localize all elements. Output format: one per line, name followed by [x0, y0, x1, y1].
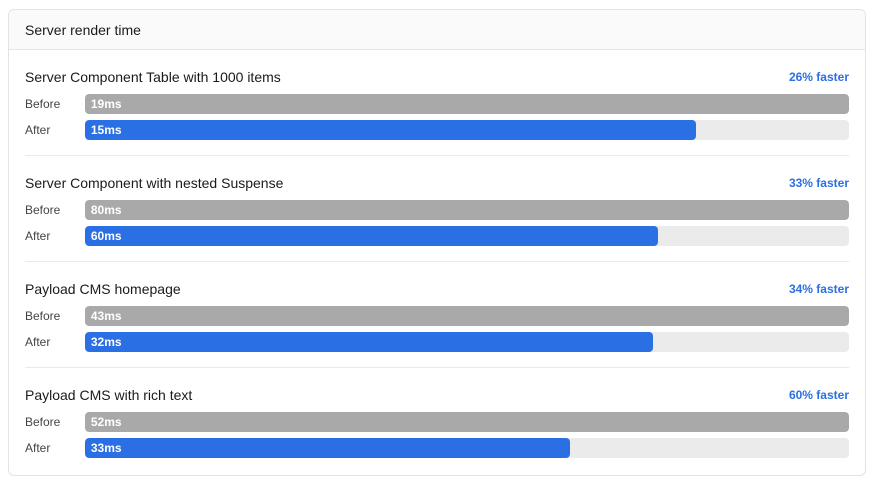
bar-track: 52ms — [84, 412, 849, 432]
benchmark-group: Payload CMS homepage 34% faster Before 43ms… — [25, 262, 849, 368]
after-label: After — [25, 441, 51, 455]
card-title: Server render time — [25, 21, 141, 38]
before-label: Before — [25, 203, 61, 217]
benchmark-header: Server Component Table with 1000 items 26… — [25, 68, 849, 86]
benchmark-header: Server Component with nested Suspense 33%… — [25, 174, 849, 192]
bar-track: 80ms — [84, 200, 849, 220]
bar-track: 60ms — [84, 226, 849, 246]
after-bar-row: After 15ms — [25, 120, 849, 140]
after-bar-row: After 32ms — [25, 332, 849, 352]
after-value-label: 33ms — [90, 441, 122, 455]
before-bar-row: Before 52ms — [25, 412, 849, 432]
bar-track: 43ms — [84, 306, 849, 326]
benchmark-list: Server Component Table with 1000 items 26… — [9, 50, 865, 474]
before-bar: 52ms — [84, 412, 849, 432]
after-label: After — [25, 123, 51, 137]
card-header: Server render time — [9, 10, 865, 50]
before-label: Before — [25, 97, 61, 111]
after-label: After — [25, 229, 51, 243]
after-bar-row: After 60ms — [25, 226, 849, 246]
benchmark-group: Server Component Table with 1000 items 26… — [25, 50, 849, 156]
benchmark-header: Payload CMS with rich text 60% faster — [25, 386, 849, 404]
speedup-label: 26% faster — [788, 70, 849, 84]
after-bar-row: After 33ms — [25, 438, 849, 458]
after-value-label: 60ms — [90, 229, 122, 243]
benchmark-group: Payload CMS with rich text 60% faster Befo… — [25, 368, 849, 474]
before-value-label: 43ms — [90, 309, 122, 323]
bar-track: 19ms — [84, 94, 849, 114]
benchmark-title: Server Component with nested Suspense — [25, 175, 284, 191]
speedup-label: 60% faster — [788, 388, 849, 402]
before-value-label: 52ms — [90, 415, 122, 429]
benchmark-title: Payload CMS with rich text — [25, 387, 193, 403]
after-bar: 60ms — [84, 226, 658, 246]
benchmark-title: Server Component Table with 1000 items — [25, 69, 281, 85]
speedup-label: 34% faster — [788, 282, 849, 296]
before-bar: 43ms — [84, 306, 849, 326]
before-bar: 19ms — [84, 94, 849, 114]
bar-track: 15ms — [84, 120, 849, 140]
speedup-label: 33% faster — [788, 176, 849, 190]
before-label: Before — [25, 415, 61, 429]
before-label: Before — [25, 309, 61, 323]
before-bar-row: Before 19ms — [25, 94, 849, 114]
after-value-label: 32ms — [90, 335, 122, 349]
before-value-label: 19ms — [90, 97, 122, 111]
bar-track: 32ms — [84, 332, 849, 352]
before-bar: 80ms — [84, 200, 849, 220]
benchmark-title: Payload CMS homepage — [25, 281, 181, 297]
after-value-label: 15ms — [90, 123, 122, 137]
before-bar-row: Before 80ms — [25, 200, 849, 220]
before-value-label: 80ms — [90, 203, 122, 217]
after-bar: 15ms — [84, 120, 697, 140]
before-bar-row: Before 43ms — [25, 306, 849, 326]
after-bar: 33ms — [84, 438, 571, 458]
bar-track: 33ms — [84, 438, 849, 458]
benchmark-header: Payload CMS homepage 34% faster — [25, 280, 849, 298]
after-label: After — [25, 335, 51, 349]
benchmark-group: Server Component with nested Suspense 33%… — [25, 156, 849, 262]
after-bar: 32ms — [84, 332, 654, 352]
benchmark-card: Server render time Server Component Tabl… — [8, 9, 866, 476]
